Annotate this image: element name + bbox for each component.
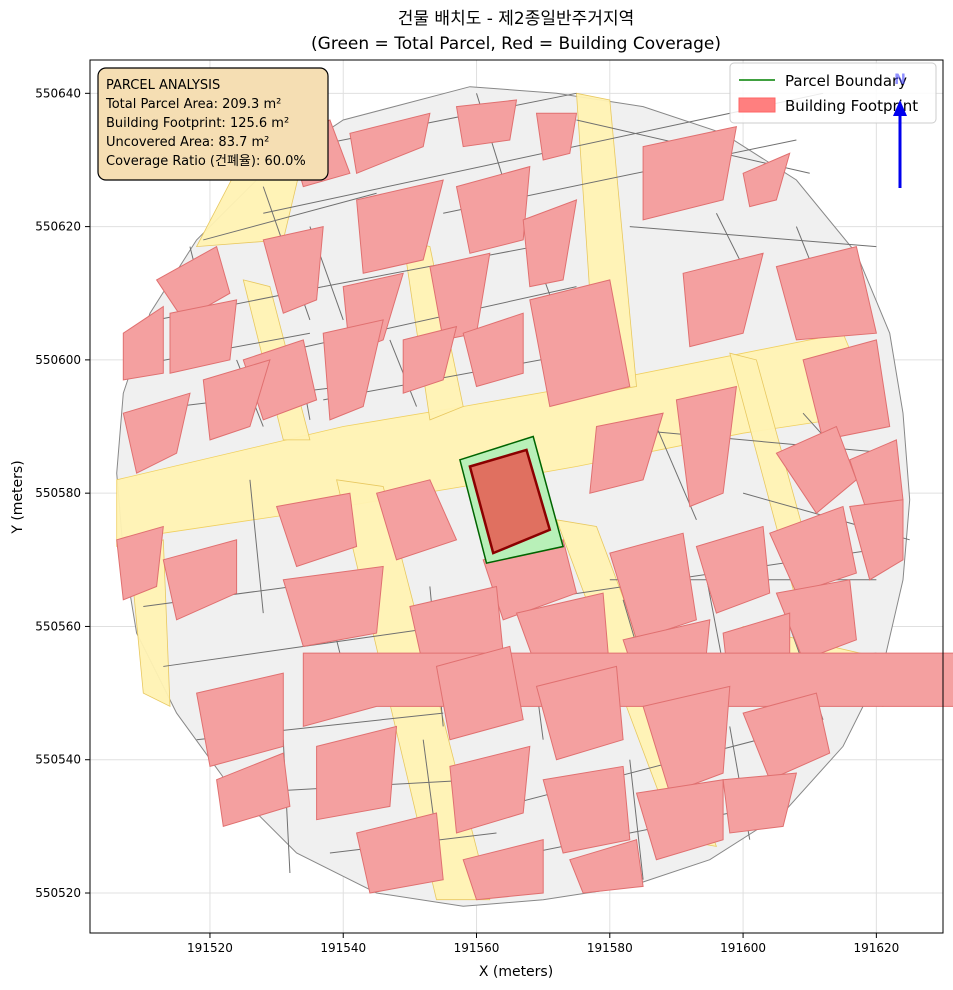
building-footprint xyxy=(522,199,578,288)
building-footprint xyxy=(196,672,284,768)
parcel-line xyxy=(203,192,377,241)
legend: Parcel Boundary Building Footprint xyxy=(729,62,937,124)
building-footprint xyxy=(116,525,164,601)
parcel-line xyxy=(249,479,264,614)
y-axis-label: Y (meters) xyxy=(10,460,26,534)
legend-label: Building Footprint xyxy=(785,97,918,115)
y-tick-label: 550620 xyxy=(35,220,81,234)
building-footprint xyxy=(642,685,731,794)
building-footprint xyxy=(849,499,904,581)
chart-title-line1: 건물 배치도 - 제2종일반주거지역 xyxy=(398,9,634,29)
building-footprint xyxy=(462,312,524,388)
info-box-background xyxy=(97,67,329,181)
building-footprint xyxy=(775,245,878,341)
info-line: Building Footprint: 125.6 m² xyxy=(106,116,289,131)
building-footprint xyxy=(216,752,291,828)
x-tick-label: 191520 xyxy=(187,941,233,955)
legend-background xyxy=(729,62,937,124)
building-footprint xyxy=(449,745,531,834)
north-arrow-head xyxy=(893,100,907,116)
x-tick-label: 191580 xyxy=(587,941,633,955)
building-footprint xyxy=(122,305,164,381)
north-arrow: N xyxy=(893,72,907,188)
building-footprint xyxy=(162,539,238,621)
building-footprint xyxy=(282,565,384,647)
parcel-line xyxy=(629,226,877,248)
building-footprint xyxy=(455,165,531,254)
chart-title-line2: (Green = Total Parcel, Red = Building Co… xyxy=(311,34,721,54)
building-footprint xyxy=(322,319,384,421)
building-footprint xyxy=(462,839,544,901)
building-footprint xyxy=(316,725,398,821)
map-layer xyxy=(116,86,953,907)
building-footprint xyxy=(589,412,664,494)
x-axis-label: X (meters) xyxy=(479,964,553,980)
north-arrow-label: N xyxy=(894,72,906,88)
building-footprint xyxy=(356,812,444,894)
info-line: PARCEL ANALYSIS xyxy=(106,78,220,93)
building-footprint xyxy=(682,252,764,348)
info-box: PARCEL ANALYSIS Total Parcel Area: 209.3… xyxy=(97,67,329,181)
y-tick-label: 550580 xyxy=(35,486,81,500)
info-line: Uncovered Area: 83.7 m² xyxy=(106,135,269,150)
y-tick-label: 550600 xyxy=(35,353,81,367)
info-line: Coverage Ratio (건폐율): 60.0% xyxy=(106,154,306,169)
plot-frame xyxy=(89,59,944,934)
building-footprint xyxy=(642,125,738,221)
building-footprint xyxy=(349,112,431,174)
target-building-footprint xyxy=(468,448,552,555)
info-line: Total Parcel Area: 209.3 m² xyxy=(105,97,281,112)
building-footprint xyxy=(455,99,518,148)
building-footprint xyxy=(769,505,857,594)
building-footprint xyxy=(535,112,578,161)
building-footprint xyxy=(542,765,631,854)
building-footprint xyxy=(635,779,724,861)
building-footprint xyxy=(169,299,238,374)
building-footprint xyxy=(742,152,791,208)
x-tick-label: 191560 xyxy=(454,941,500,955)
building-footprint xyxy=(695,525,771,614)
x-tick-label: 191620 xyxy=(853,941,899,955)
parcel-line xyxy=(715,213,744,267)
x-tick-label: 191600 xyxy=(720,941,766,955)
building-footprint xyxy=(262,225,324,314)
building-footprint xyxy=(535,665,624,761)
building-footprint xyxy=(155,245,231,321)
main-road xyxy=(116,332,877,548)
building-footprint xyxy=(802,339,891,441)
building-footprint xyxy=(375,479,458,561)
y-tick-label: 550640 xyxy=(35,86,81,100)
building-footprint xyxy=(675,385,737,508)
building-footprint xyxy=(775,579,857,661)
building-footprint xyxy=(435,645,524,741)
building-footprint xyxy=(275,492,358,568)
building-footprint xyxy=(402,325,458,394)
building-footprint xyxy=(722,772,798,834)
legend-swatch-building xyxy=(738,97,776,113)
y-tick-label: 550540 xyxy=(35,753,81,767)
y-tick-label: 550520 xyxy=(35,886,81,900)
building-footprint xyxy=(122,392,191,474)
building-footprint xyxy=(569,839,644,894)
legend-label: Parcel Boundary xyxy=(785,72,907,90)
building-footprint xyxy=(609,532,697,641)
building-footprint xyxy=(356,179,444,274)
building-footprint xyxy=(202,359,271,441)
axis-ticks: 191520 191540 191560 191580 191600 191620 5505… xyxy=(35,86,899,955)
x-tick-label: 191540 xyxy=(320,941,366,955)
parcel-line xyxy=(629,759,644,880)
building-footprint xyxy=(529,279,631,408)
building-footprint xyxy=(742,692,831,781)
y-tick-label: 550560 xyxy=(35,619,81,633)
